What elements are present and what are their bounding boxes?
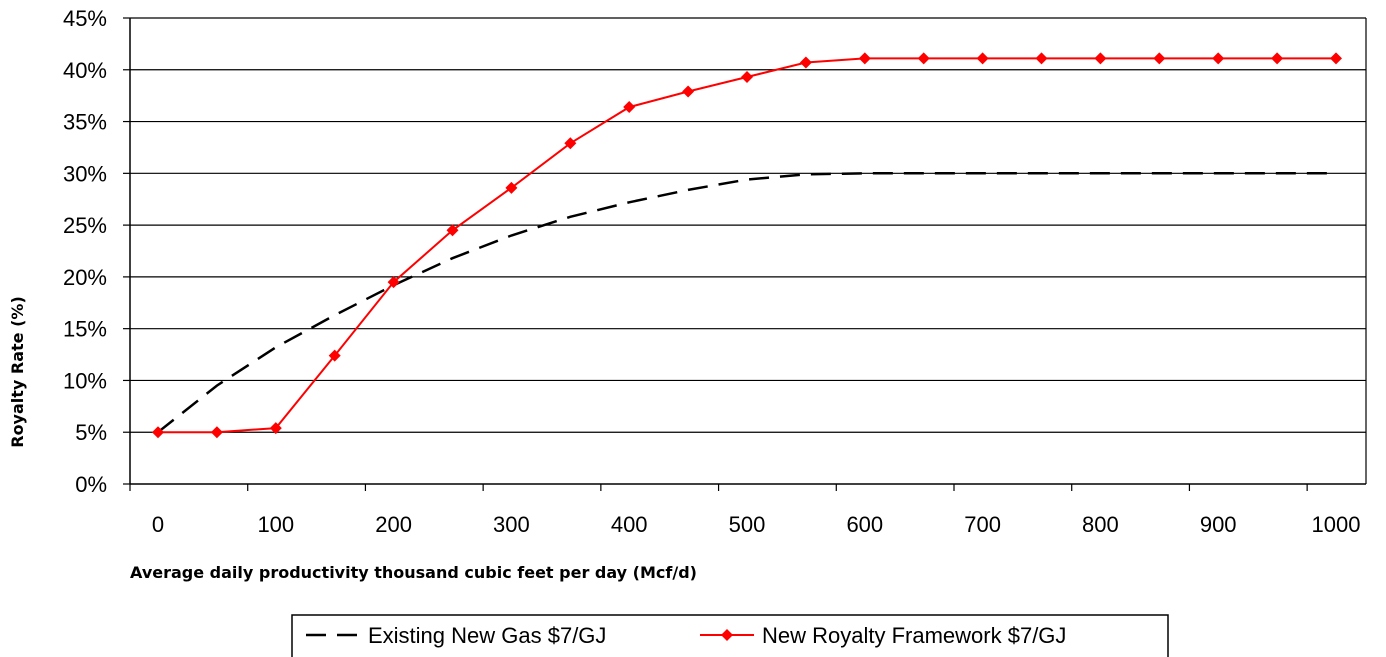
- data-point-new: [1094, 52, 1107, 65]
- legend-label-existing: Existing New Gas $7/GJ: [368, 623, 606, 648]
- data-point-new: [269, 422, 282, 435]
- x-tick-label: 400: [611, 512, 648, 537]
- y-tick-labels: 0% 5% 10% 15% 20% 25% 30% 35% 40% 45%: [63, 6, 107, 497]
- data-point-new: [1330, 52, 1342, 65]
- legend-label-new: New Royalty Framework $7/GJ: [762, 623, 1066, 648]
- y-tick-label: 40%: [63, 58, 107, 83]
- x-tick-label: 700: [964, 512, 1001, 537]
- grid-lines: [130, 17, 1366, 433]
- y-tick-label: 5%: [75, 420, 107, 445]
- x-tick-label: 0: [152, 512, 164, 537]
- x-tick-label: 300: [493, 512, 530, 537]
- data-point-new: [564, 137, 577, 150]
- y-tick-label: 30%: [63, 161, 107, 186]
- data-point-new: [917, 52, 930, 65]
- y-tick-label: 20%: [63, 265, 107, 290]
- x-axis-title: Average daily productivity thousand cubi…: [130, 563, 697, 582]
- axes: [123, 17, 1367, 491]
- series-lines: [152, 52, 1342, 439]
- series-line-new: [158, 57, 1336, 434]
- y-tick-label: 35%: [63, 110, 107, 135]
- x-tick-label: 1000: [1312, 512, 1361, 537]
- y-tick-label: 25%: [63, 213, 107, 238]
- y-tick-label: 45%: [63, 6, 107, 31]
- data-point-new: [328, 349, 341, 362]
- x-tick-label: 800: [1082, 512, 1119, 537]
- data-point-new: [682, 85, 695, 98]
- data-point-new: [858, 52, 871, 65]
- legend: Existing New Gas $7/GJ New Royalty Frame…: [291, 614, 1169, 657]
- data-point-new: [623, 101, 636, 114]
- x-tick-label: 600: [846, 512, 883, 537]
- y-axis-title: Royalty Rate (%): [8, 296, 27, 448]
- data-point-new: [1212, 52, 1225, 65]
- x-tick-labels: 0 100 200 300 400 500 600 700 800 900 1000: [152, 512, 1361, 537]
- data-point-new: [799, 56, 812, 69]
- data-point-new: [1153, 52, 1166, 65]
- y-tick-label: 15%: [63, 317, 107, 342]
- data-point-new: [976, 52, 989, 65]
- data-point-new: [505, 181, 518, 194]
- x-tick-label: 100: [257, 512, 294, 537]
- legend-marker-new: [721, 629, 733, 641]
- series-line-existing: [157, 172, 1336, 434]
- x-tick-label: 200: [375, 512, 412, 537]
- data-point-new: [387, 276, 400, 289]
- data-point-new: [210, 426, 223, 439]
- data-point-new: [741, 71, 753, 84]
- data-point-new: [446, 224, 459, 237]
- y-tick-label: 0%: [75, 472, 107, 497]
- data-point-new: [1035, 52, 1048, 65]
- x-tick-label: 500: [729, 512, 766, 537]
- x-tick-label: 900: [1200, 512, 1237, 537]
- data-point-new: [1271, 52, 1284, 65]
- y-tick-label: 10%: [63, 368, 107, 393]
- data-point-new: [152, 426, 164, 439]
